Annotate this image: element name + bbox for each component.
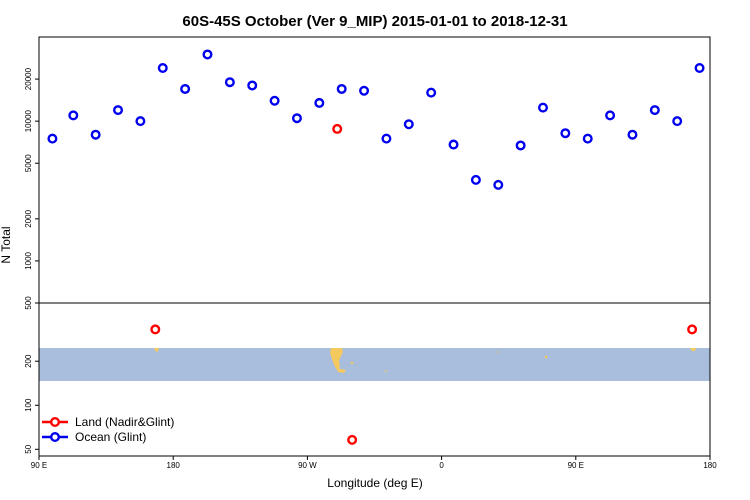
ocean-point bbox=[493, 179, 504, 190]
y-tick-label: 100 bbox=[24, 398, 33, 412]
legend-label: Ocean (Glint) bbox=[75, 430, 146, 444]
ocean-point bbox=[47, 133, 58, 144]
y-tick-label: 50 bbox=[24, 444, 33, 453]
ocean-point bbox=[582, 133, 593, 144]
ocean-point bbox=[247, 80, 258, 91]
ocean-point bbox=[448, 139, 459, 150]
land-point bbox=[687, 324, 698, 335]
ocean-point bbox=[403, 119, 414, 130]
ocean-band bbox=[39, 348, 710, 381]
ocean-point bbox=[314, 97, 325, 108]
y-tick-label: 1000 bbox=[24, 251, 33, 269]
chart-title: 60S-45S October (Ver 9_MIP) 2015-01-01 t… bbox=[182, 13, 567, 30]
land-point bbox=[347, 434, 358, 445]
axes: 90 E 180 90 W 0 90 E 180 500 1000 2000 5000 10000 2… bbox=[24, 36, 717, 470]
y-axis-label: N Total bbox=[0, 226, 13, 263]
x-tick-label: 0 bbox=[439, 461, 444, 470]
y-tick-label: 200 bbox=[24, 354, 33, 368]
plot-frame bbox=[38, 36, 711, 457]
ocean-point bbox=[470, 174, 481, 185]
legend-marker bbox=[50, 417, 61, 428]
ocean-point bbox=[291, 113, 302, 124]
x-tick-label: 180 bbox=[703, 461, 717, 470]
x-axis-label: Longitude (deg E) bbox=[327, 476, 422, 490]
data-marks bbox=[47, 49, 705, 445]
legend-label: Land (Nadir&Glint) bbox=[75, 415, 174, 429]
ocean-point bbox=[113, 105, 124, 116]
ocean-point bbox=[202, 49, 213, 60]
y-tick-label: 10000 bbox=[24, 109, 33, 132]
ocean-point bbox=[157, 63, 168, 74]
ocean-point bbox=[359, 85, 370, 96]
ocean-point bbox=[336, 83, 347, 94]
land-point bbox=[150, 324, 161, 335]
land-new-zealand-east bbox=[690, 348, 696, 351]
ocean-point bbox=[68, 110, 79, 121]
ocean-point bbox=[426, 87, 437, 98]
ocean-point bbox=[381, 133, 392, 144]
y-tick-label: 500 bbox=[24, 296, 33, 310]
y-tick-label: 20000 bbox=[24, 67, 33, 90]
ocean-point bbox=[515, 140, 526, 151]
land-masses bbox=[154, 348, 696, 373]
y-tick-label: 5000 bbox=[24, 154, 33, 172]
ocean-point bbox=[649, 105, 660, 116]
land-kerguelen bbox=[544, 355, 548, 359]
ocean-point bbox=[627, 129, 638, 140]
ocean-point bbox=[672, 116, 683, 127]
ocean-point bbox=[560, 128, 571, 139]
land-point bbox=[332, 123, 343, 134]
ocean-point bbox=[135, 116, 146, 127]
y-tick-label: 2000 bbox=[24, 209, 33, 227]
x-tick-label: 90 W bbox=[298, 461, 317, 470]
x-tick-label: 180 bbox=[167, 461, 181, 470]
land-gough bbox=[497, 351, 499, 353]
land-south-america bbox=[330, 348, 343, 370]
ocean-point bbox=[605, 110, 616, 121]
ocean-point bbox=[537, 102, 548, 113]
ocean-point bbox=[224, 77, 235, 88]
land-falklands bbox=[350, 361, 354, 365]
ocean-point bbox=[694, 63, 705, 74]
map-band bbox=[39, 348, 710, 381]
ocean-point bbox=[90, 129, 101, 140]
legend: Land (Nadir&Glint)Ocean (Glint) bbox=[42, 415, 174, 444]
land-south-america-tip bbox=[336, 368, 346, 373]
ocean-point bbox=[269, 95, 280, 106]
x-tick-label: 90 E bbox=[31, 461, 47, 470]
x-tick-label: 90 E bbox=[568, 461, 584, 470]
land-new-zealand bbox=[154, 348, 159, 352]
land-south-georgia bbox=[385, 370, 387, 372]
ocean-point bbox=[180, 83, 191, 94]
legend-marker bbox=[50, 432, 61, 443]
